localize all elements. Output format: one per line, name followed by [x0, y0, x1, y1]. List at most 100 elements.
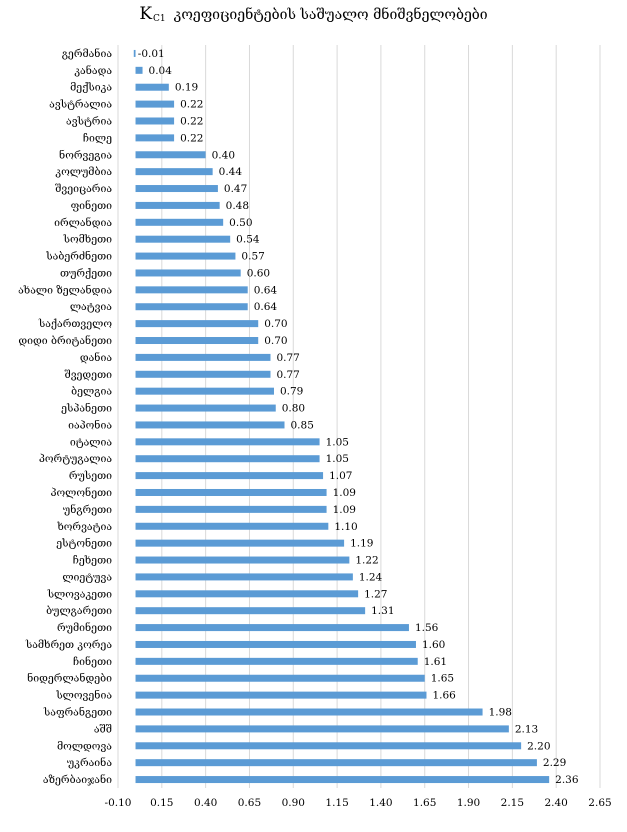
category-label: რუსეთი	[69, 470, 112, 482]
category-label: პოლონეთი	[51, 486, 113, 499]
category-label: კანადა	[74, 64, 112, 77]
bars	[133, 49, 550, 784]
bar	[135, 725, 509, 733]
value-label: 1.10	[334, 521, 357, 533]
category-label: ჩეხეთი	[73, 555, 112, 567]
bar	[135, 83, 169, 91]
value-label: -0.01	[138, 48, 165, 60]
value-label: 0.70	[264, 318, 287, 330]
value-label: 0.64	[254, 284, 278, 296]
value-label: 0.47	[224, 183, 247, 195]
bar	[135, 759, 537, 767]
value-label: 1.09	[333, 504, 356, 516]
bar	[135, 505, 327, 513]
x-tick-label: 0.40	[194, 797, 217, 809]
value-label: 0.04	[149, 65, 173, 77]
category-label: აშშ	[94, 723, 112, 735]
value-label: 1.56	[415, 622, 439, 634]
category-label: ჩილე	[83, 132, 112, 144]
value-label: 1.66	[432, 690, 456, 702]
category-label: შვედეთი	[64, 369, 112, 381]
category-label: ახალი ზელანდია	[18, 283, 112, 296]
bar	[135, 117, 175, 125]
bar	[135, 269, 241, 277]
bar	[135, 708, 483, 716]
bar	[135, 691, 427, 699]
bar	[135, 539, 345, 547]
category-label: რუმინეთი	[57, 621, 112, 634]
category-labels: გერმანია კანადა მექსიკა ავსტრალია ავსტრია ჩილ…	[18, 47, 112, 786]
category-label: პორტუგალია	[39, 453, 112, 465]
value-label: 1.31	[371, 605, 394, 617]
value-label: 1.19	[350, 538, 373, 550]
value-label: 0.44	[219, 166, 243, 178]
category-label: სლოვენია	[55, 689, 112, 702]
value-label: 1.61	[424, 656, 447, 668]
value-label: 1.24	[359, 571, 383, 583]
value-label: 1.65	[431, 673, 454, 685]
bar	[135, 573, 353, 581]
bar	[135, 624, 409, 632]
value-label: 2.13	[515, 723, 538, 735]
chart-title-prefix: K	[139, 4, 153, 24]
category-label: ჩინეთი	[73, 655, 112, 668]
category-label: ლიეტუვა	[62, 571, 112, 583]
bar	[135, 421, 285, 429]
bar	[135, 590, 359, 598]
category-label: ბულგარეთი	[46, 605, 112, 617]
category-label: უნგრეთი	[63, 503, 112, 516]
value-label: 0.85	[291, 419, 314, 431]
value-label: 0.40	[212, 149, 235, 161]
x-tick-label: 2.15	[501, 797, 524, 809]
category-label: გერმანია	[62, 47, 113, 60]
bar	[135, 438, 320, 446]
value-label: 1.60	[422, 639, 445, 651]
category-label: ავსტრალია	[49, 99, 112, 111]
value-label: 0.22	[180, 132, 203, 144]
bar	[135, 201, 220, 209]
bar	[135, 353, 271, 361]
bar	[135, 286, 248, 294]
category-label: იტალია	[70, 436, 112, 448]
bar	[135, 168, 213, 176]
x-tick-label: 2.40	[544, 797, 567, 809]
x-tick-label: -0.10	[105, 797, 132, 809]
value-label: 2.36	[555, 774, 579, 786]
category-label: საქართველო	[38, 318, 112, 330]
bar	[135, 674, 425, 682]
category-label: ხორვატია	[56, 521, 112, 533]
bar	[135, 134, 175, 142]
bar	[135, 370, 271, 378]
value-label: 1.98	[489, 707, 512, 719]
value-label: 2.20	[527, 740, 550, 752]
category-label: ბელგია	[71, 386, 112, 398]
x-tick-label: 1.90	[457, 797, 480, 809]
bar	[135, 472, 324, 480]
x-tick-label: 0.65	[238, 797, 261, 809]
value-label: 0.64	[254, 301, 278, 313]
bar	[135, 337, 259, 345]
category-label: თურქეთი	[60, 267, 112, 279]
chart-title-text: კოეფიციენტების საშუალო მნიშვნელობები	[173, 7, 488, 23]
category-label: ლატვია	[70, 301, 112, 313]
category-label: შვეიცარია	[55, 183, 112, 195]
bar	[135, 657, 418, 665]
x-tick-label: 2.65	[588, 797, 611, 809]
category-label: ნიდერლანდები	[27, 672, 112, 685]
value-label: 2.29	[543, 757, 566, 769]
bar	[135, 303, 248, 311]
x-tick-label: 1.40	[369, 797, 392, 809]
bar	[135, 320, 259, 328]
category-label: კოლუმბია	[55, 166, 112, 178]
value-label: 1.22	[355, 555, 378, 567]
category-label: უკრაინა	[67, 756, 112, 769]
bar	[135, 776, 550, 784]
value-label: 1.09	[333, 487, 356, 499]
bar	[135, 488, 327, 496]
bar	[135, 235, 231, 243]
bar	[133, 49, 136, 57]
category-label: ირლანდია	[54, 216, 112, 229]
value-label: 0.48	[226, 200, 249, 212]
value-label: 0.50	[229, 217, 252, 229]
